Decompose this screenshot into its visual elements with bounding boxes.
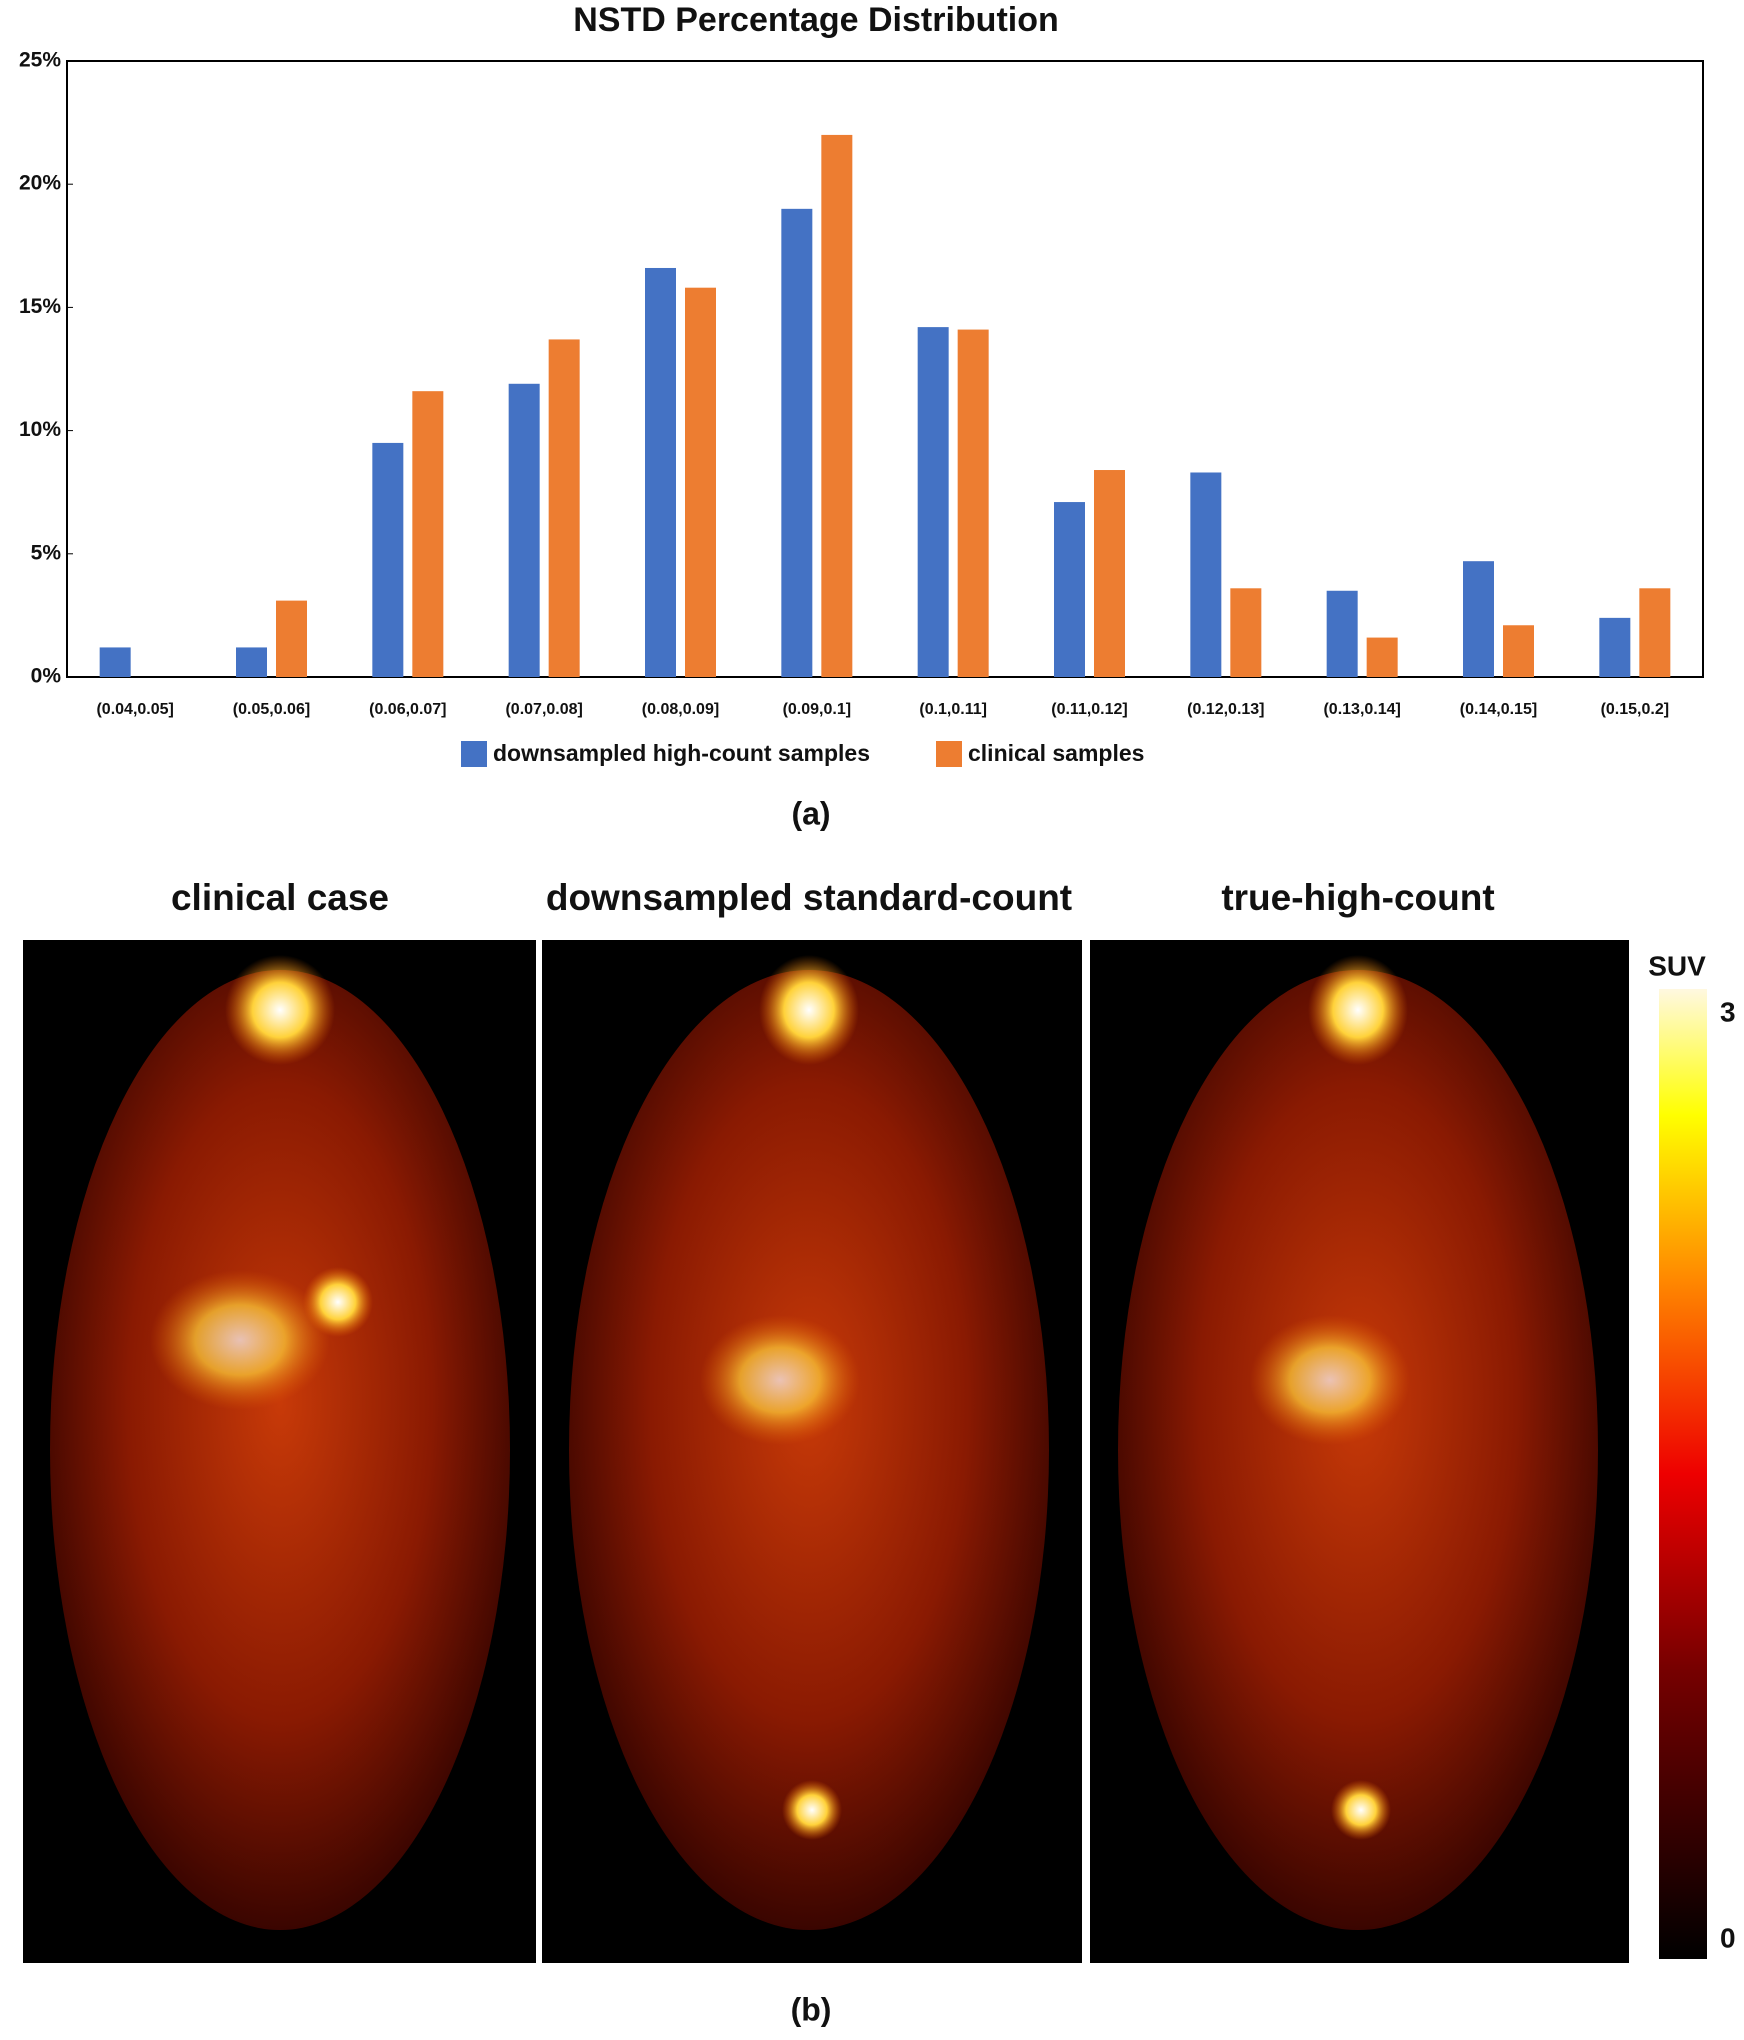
x-tick-label: (0.06,0.07] xyxy=(369,701,446,718)
bar xyxy=(1463,561,1494,677)
bar xyxy=(1094,470,1125,677)
y-tick-label: 5% xyxy=(31,541,62,564)
legend-swatch xyxy=(936,741,962,767)
bar xyxy=(236,647,267,677)
panel-title: true-high-count xyxy=(1221,877,1494,918)
colorbar xyxy=(1659,989,1707,1959)
pet-image xyxy=(23,940,536,1963)
y-tick-label: 15% xyxy=(19,295,61,318)
x-tick-label: (0.07,0.08] xyxy=(505,701,582,718)
bar xyxy=(1190,472,1222,677)
bar xyxy=(781,208,813,677)
legend-label: clinical samples xyxy=(968,740,1144,766)
legend-swatch xyxy=(461,741,487,767)
chart-title: NSTD Percentage Distribution xyxy=(573,1,1059,39)
plot-frame xyxy=(66,60,1704,678)
y-tick-label: 10% xyxy=(19,418,61,441)
bar xyxy=(1599,617,1631,677)
x-tick-label: (0.08,0.09] xyxy=(642,701,719,718)
legend-label: downsampled high-count samples xyxy=(493,740,870,766)
bar xyxy=(645,267,676,677)
x-tick-label: (0.12,0.13] xyxy=(1187,701,1264,718)
bar xyxy=(508,383,540,677)
bar xyxy=(821,134,853,678)
x-tick-label: (0.11,0.12] xyxy=(1051,701,1128,718)
x-tick-label: (0.05,0.06] xyxy=(233,701,310,718)
bar xyxy=(1503,625,1534,677)
x-tick-label: (0.04,0.05] xyxy=(96,701,173,718)
bar xyxy=(917,327,949,677)
bar xyxy=(1230,588,1262,677)
x-tick-label: (0.09,0.1] xyxy=(783,701,851,718)
panel-title: downsampled standard-count xyxy=(546,877,1072,918)
bar xyxy=(1639,588,1671,677)
bar xyxy=(685,287,716,677)
bar xyxy=(1326,590,1358,677)
caption: (a) xyxy=(791,795,830,831)
x-tick-label: (0.14,0.15] xyxy=(1460,701,1537,718)
pet-image xyxy=(1090,940,1629,1963)
panel-title: clinical case xyxy=(171,877,389,918)
bar xyxy=(99,647,131,677)
pet-panels xyxy=(23,940,1629,1963)
bar xyxy=(1366,637,1398,677)
caption: (b) xyxy=(791,1991,832,2027)
y-tick-label: 25% xyxy=(19,49,61,72)
x-tick-label: (0.13,0.14] xyxy=(1323,701,1400,718)
bar xyxy=(412,391,444,677)
y-tick-label: 20% xyxy=(19,172,61,195)
pet-image xyxy=(542,940,1082,1963)
colorbar-tick-label: 3 xyxy=(1720,996,1736,1027)
x-tick-label: (0.1,0.11] xyxy=(919,701,987,718)
bar xyxy=(548,339,580,677)
bar xyxy=(372,442,404,677)
bar xyxy=(276,600,307,677)
colorbar-tick-label: 0 xyxy=(1720,1922,1736,1953)
bar xyxy=(957,329,989,677)
colorbar-label: SUV xyxy=(1648,950,1706,981)
bar xyxy=(1054,502,1085,677)
y-tick-label: 0% xyxy=(31,665,62,688)
x-tick-label: (0.15,0.2] xyxy=(1601,701,1669,718)
